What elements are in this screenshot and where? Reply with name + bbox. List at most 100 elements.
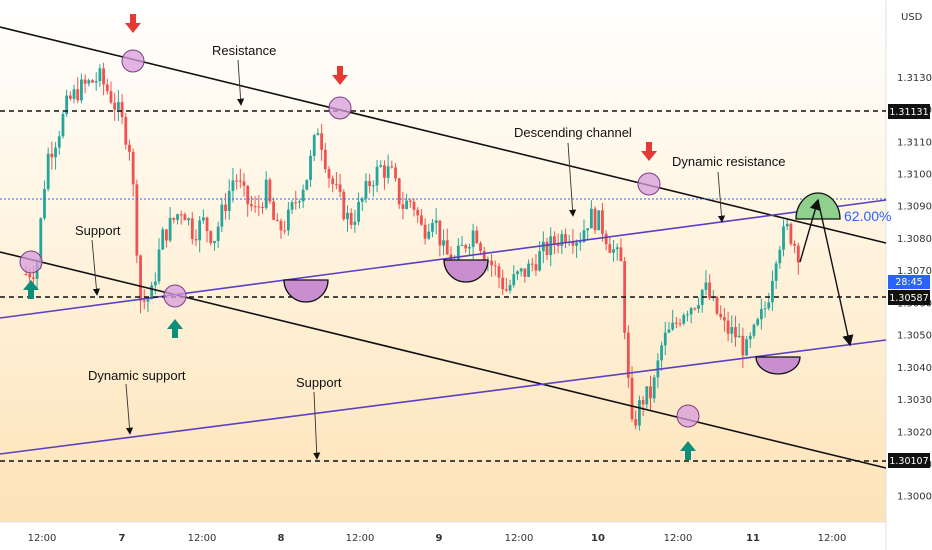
candle-body [482,250,486,261]
candle-body [305,179,309,190]
candle-body [796,245,800,263]
candle-body [268,179,272,202]
price-tick-label: 1.31000 [897,170,932,181]
candle-body [135,184,139,256]
candle-body [80,79,83,101]
candle-body [198,220,202,241]
annotation-pointer-dynamic-support [125,383,134,435]
candle-body [131,151,135,185]
candle-body [275,219,279,221]
candle-body [353,221,357,225]
candle-body [545,241,549,255]
candle-body [61,114,65,137]
level-tag-3: 1.30107 [888,453,930,468]
candle-body [227,190,231,211]
candle-body [759,309,763,320]
candle-body [745,339,748,356]
candle-body [427,231,431,239]
candle-body [582,230,586,242]
candle-body [379,165,383,167]
time-tick-label: 12:00 [188,533,217,544]
descending-channel-lower-line [0,251,887,469]
candle-body [423,224,427,239]
candle-body [723,317,726,321]
plot-background [0,0,886,522]
candle-body [312,135,316,156]
candle-body [113,102,117,110]
candle-body [279,220,283,231]
projection-down-path [817,199,854,347]
candle-body [323,149,327,170]
level-tag-2: 1.30587 [888,290,930,305]
touch-circle-1 [121,49,145,73]
fib-level-label: 62.00% [844,208,891,224]
candle-body [157,249,161,282]
time-tick-label: 12:00 [664,533,693,544]
up-arrow-icon [680,441,696,460]
candle-body [28,274,32,278]
candle-body [519,268,523,272]
candle-body [213,241,216,244]
annotation-support-top: Support [75,223,121,238]
candle-body [238,180,242,182]
candle-body [349,212,353,225]
time-axis-ticks: 12:00 7 12:00 8 12:00 9 12:00 10 12:00 11 12:00 [28,533,847,544]
time-tick-label: 8 [278,533,285,544]
candle-body [789,223,793,244]
annotation-pointer-descending-channel [567,142,577,217]
dynamic-resistance-line [0,199,887,319]
down-arrow-icon [641,142,657,161]
candle-body [386,166,390,178]
candle-body [283,230,287,232]
candle-body [43,189,46,219]
candle-body [667,329,671,333]
candle-body [578,241,582,243]
candle-body [652,377,656,399]
candle-body [504,289,508,291]
candle-body [371,185,375,187]
candle-body [368,181,372,187]
candle-body [187,218,190,221]
price-tick-label: 1.30300 [897,395,932,406]
candle-body [31,277,35,279]
candle-body [231,180,235,191]
candle-body [331,178,335,185]
candle-body [375,166,379,186]
candle-body [116,102,120,110]
candle-body [589,208,593,229]
candle-body [246,185,250,205]
price-tick-label: 1.30200 [897,427,932,438]
candle-body [682,314,686,324]
candle-body [660,345,663,361]
candle-body [394,167,397,179]
candle-body [626,332,630,378]
candle-body [686,314,689,316]
candle-body [619,247,623,262]
candle-body [357,201,360,222]
candle-body [778,249,782,264]
candle-body [205,217,209,232]
candle-body [224,204,227,211]
candle-body [730,327,734,334]
time-tick-label: 12:00 [818,533,847,544]
candle-body [390,166,394,168]
candle-body [597,210,601,231]
candle-body [534,264,538,271]
candle-body [553,236,556,244]
candle-body [39,218,43,263]
candle-body [771,280,774,303]
candle-body [364,181,368,199]
candle-body [216,226,220,242]
candle-body [638,400,641,426]
candle-body [671,322,675,330]
annotation-dynamic-resistance: Dynamic resistance [672,154,785,169]
candle-body [464,245,468,249]
candle-body [301,189,305,202]
price-tick-label: 1.30000 [897,492,932,503]
price-tick-label: 1.30800 [897,234,932,245]
candle-body [586,228,590,231]
candle-body [150,285,154,300]
annotation-support-bottom: Support [296,375,342,390]
candle-body [397,178,401,205]
